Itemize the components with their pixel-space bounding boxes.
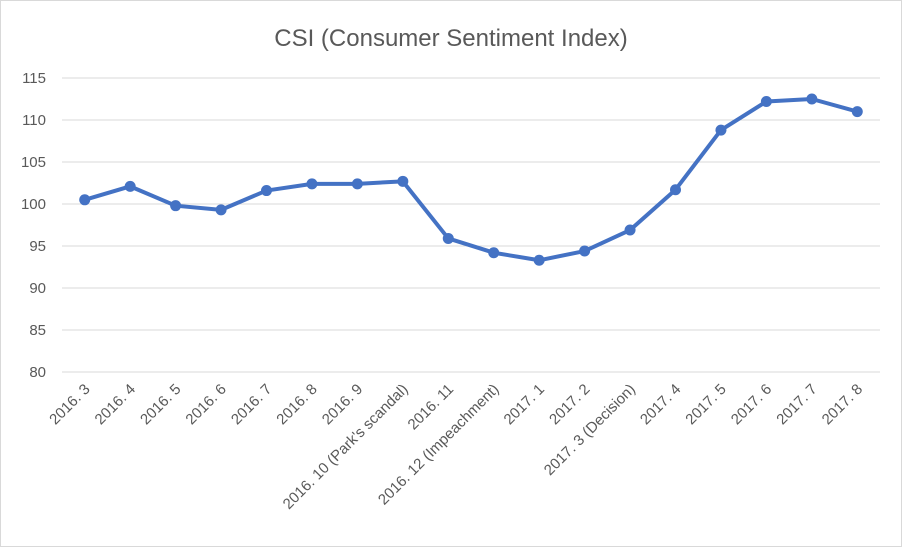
x-tick-label: 2016. 6 (182, 381, 229, 428)
series-line (82, 97, 860, 263)
data-point (624, 224, 636, 236)
data-point (806, 93, 818, 105)
data-point (760, 96, 772, 108)
y-tick-label: 105 (21, 154, 46, 171)
data-point (124, 180, 136, 192)
x-tick-label: 2017. 4 (637, 381, 684, 428)
data-point (215, 204, 227, 216)
x-tick-label: 2017. 7 (773, 381, 820, 428)
y-tick-label: 85 (29, 322, 46, 339)
y-tick-label: 100 (21, 196, 46, 213)
chart-title: CSI (Consumer Sentiment Index) (274, 25, 627, 52)
x-tick-label: 2016. 4 (92, 381, 139, 428)
y-tick-label: 80 (29, 364, 46, 381)
x-tick-label: 2017. 1 (501, 381, 548, 428)
data-point (533, 254, 545, 266)
x-tick-label: 2016. 3 (46, 381, 93, 428)
gridlines (62, 77, 880, 373)
data-point (351, 178, 363, 190)
data-point (670, 184, 681, 196)
series-csi (79, 93, 863, 266)
data-point (79, 194, 91, 206)
data-point (306, 178, 318, 190)
data-point (397, 175, 409, 187)
y-tick-label: 90 (29, 280, 46, 297)
data-point (579, 245, 591, 257)
y-tick-label: 95 (29, 238, 46, 255)
x-tick-label: 2016. 8 (273, 381, 320, 428)
data-point (851, 106, 863, 118)
y-axis-ticks: 80 85 90 95 100 105 110 115 (21, 70, 46, 381)
x-tick-label: 2016. 5 (137, 381, 184, 428)
data-point (170, 200, 182, 212)
y-tick-label: 115 (22, 70, 46, 87)
x-tick-label: 2017. 8 (819, 381, 866, 428)
x-tick-label: 2016. 7 (228, 381, 275, 428)
data-point (715, 124, 727, 136)
data-point (442, 232, 454, 244)
x-tick-label: 2017. 5 (682, 381, 729, 428)
data-point (261, 185, 272, 197)
y-tick-label: 110 (22, 112, 46, 129)
data-point (488, 247, 500, 259)
x-tick-label: 2017. 6 (728, 381, 775, 428)
